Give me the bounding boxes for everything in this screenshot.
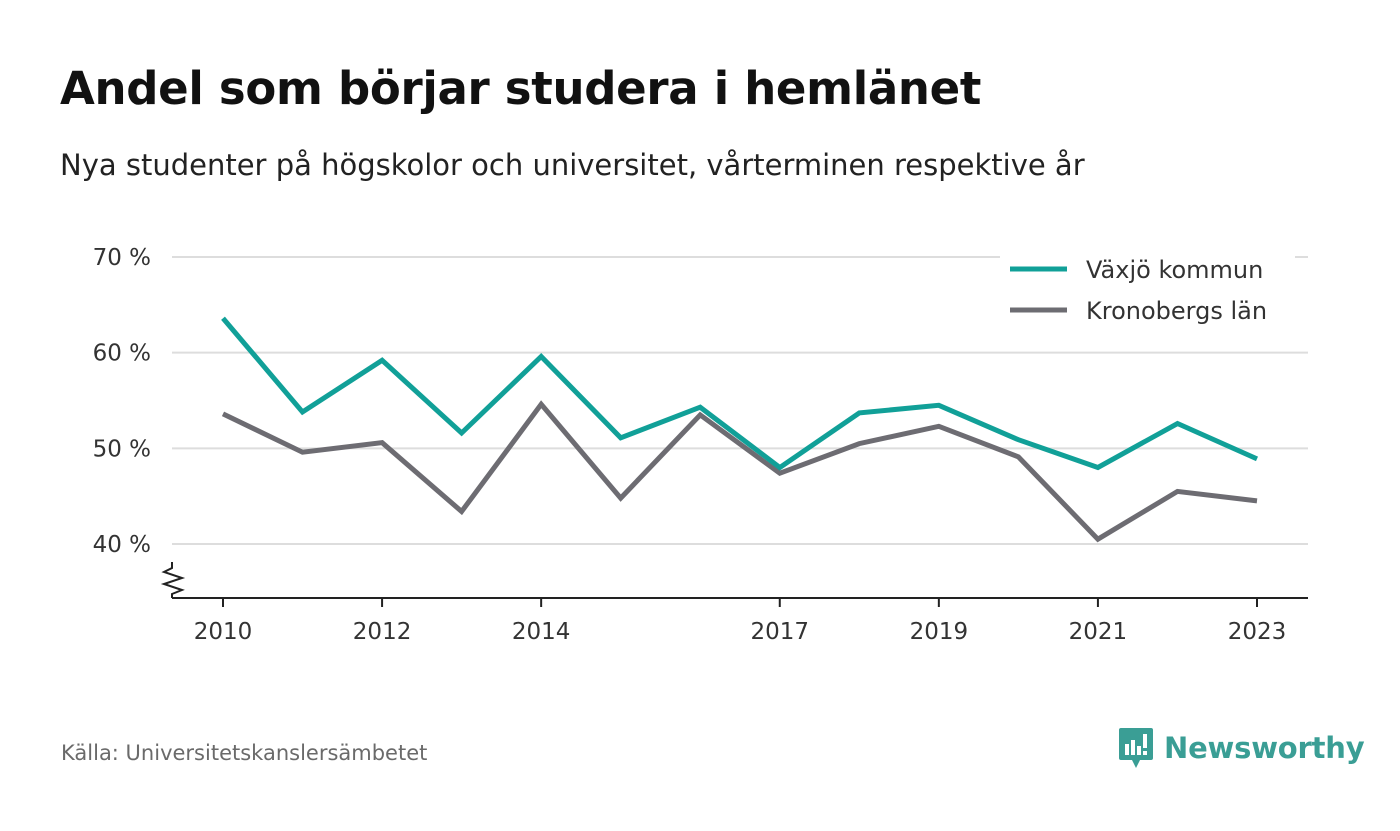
newsworthy-logo: Newsworthy bbox=[1118, 726, 1365, 770]
legend-background bbox=[1000, 246, 1295, 336]
x-tick-label: 2017 bbox=[750, 619, 809, 645]
series-line-vaxjo-kommun bbox=[221, 316, 1259, 471]
legend-label-kronobergs-lan: Kronobergs län bbox=[1086, 297, 1267, 325]
x-tick-label: 2023 bbox=[1228, 619, 1287, 645]
chart-title: Andel som börjar studera i hemlänet bbox=[60, 62, 982, 115]
x-tick-label: 2014 bbox=[512, 619, 571, 645]
y-tick-label: 40 % bbox=[93, 532, 151, 558]
y-tick-label: 60 % bbox=[93, 341, 151, 367]
x-axis-ticks: 2010 2012 2014 2017 2019 2021 2023 bbox=[194, 598, 1287, 645]
y-tick-label: 70 % bbox=[93, 245, 151, 271]
source-note: Källa: Universitetskanslersämbetet bbox=[61, 741, 428, 765]
axis-break-symbol bbox=[160, 562, 186, 598]
x-axis bbox=[160, 562, 1308, 599]
y-tick-label: 50 % bbox=[93, 436, 151, 462]
legend: Växjö kommun Kronobergs län bbox=[1000, 246, 1295, 336]
series-lines bbox=[221, 316, 1259, 543]
newsworthy-brand-text: Newsworthy bbox=[1164, 731, 1365, 765]
newsworthy-logo-icon bbox=[1119, 728, 1153, 768]
chart-subtitle: Nya studenter på högskolor och universit… bbox=[60, 148, 1085, 182]
x-tick-label: 2010 bbox=[194, 619, 253, 645]
x-tick-label: 2021 bbox=[1069, 619, 1128, 645]
x-tick-label: 2012 bbox=[353, 619, 412, 645]
series-line-kronobergs-lan bbox=[221, 400, 1258, 543]
legend-label-vaxjo-kommun: Växjö kommun bbox=[1086, 256, 1263, 284]
y-axis-ticks: 70 % 60 % 50 % 40 % bbox=[93, 245, 151, 558]
x-tick-label: 2019 bbox=[910, 619, 969, 645]
